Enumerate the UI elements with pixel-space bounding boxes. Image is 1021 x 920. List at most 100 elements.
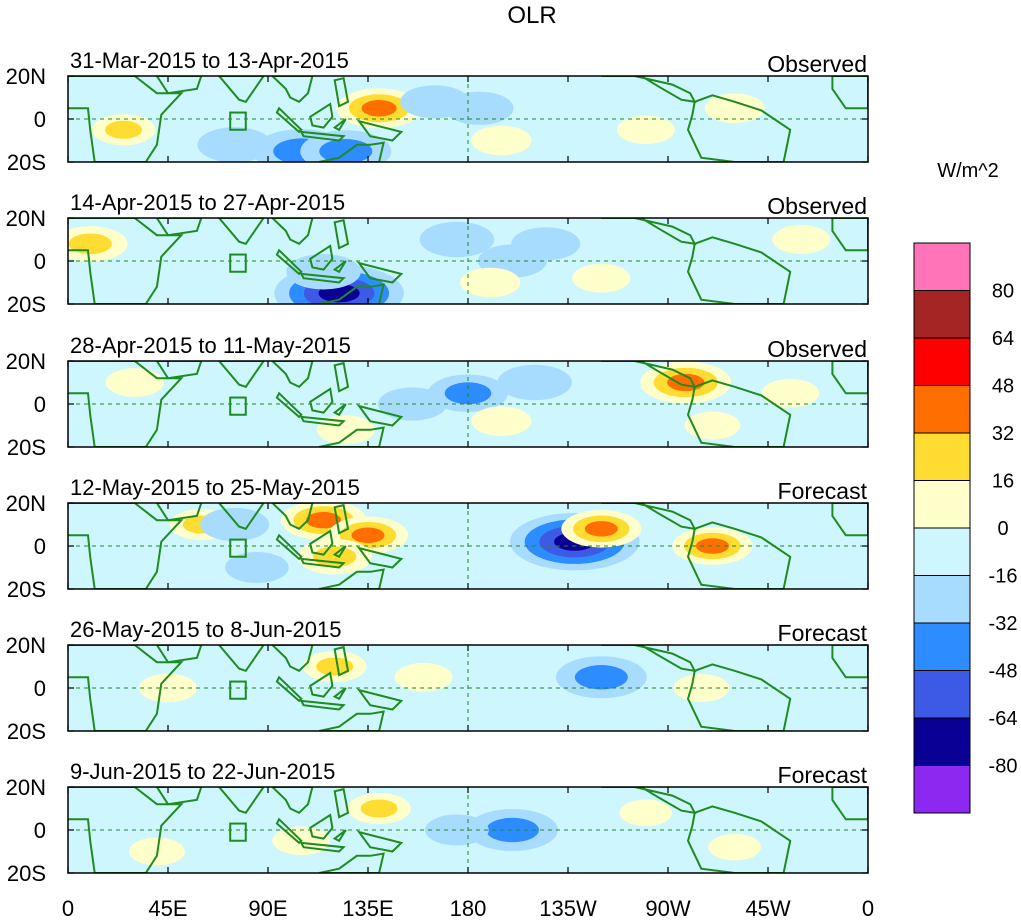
coastline: [333, 645, 350, 677]
anomaly-contour: [772, 225, 831, 254]
colorbar-swatch: [913, 622, 971, 671]
coastline: [155, 503, 203, 522]
coastline: [275, 391, 303, 419]
colorbar-tick-label: -16: [989, 566, 1018, 588]
coastline: [217, 76, 265, 103]
coastline: [831, 218, 868, 252]
coastline: [299, 415, 346, 427]
y-tick-label: 20S: [7, 150, 46, 175]
coastline: [217, 361, 265, 388]
y-tick-label: 0: [34, 818, 46, 843]
colorbar-tick-label: -32: [989, 613, 1018, 635]
anomaly-contour: [460, 267, 521, 298]
coastline: [270, 503, 314, 531]
colorbar-swatch: [913, 717, 971, 766]
coastline: [275, 817, 303, 845]
coastline: [68, 503, 184, 589]
coastline: [309, 387, 334, 414]
colorbar-swatch: [913, 480, 971, 529]
coastline: [270, 218, 314, 246]
coastline: [318, 141, 385, 162]
y-tick-label: 20S: [7, 577, 46, 602]
coastline: [356, 546, 404, 569]
y-tick-label: 20N: [6, 491, 46, 516]
panel-kind-label: Forecast: [778, 620, 868, 646]
anomaly-contour: [351, 527, 385, 543]
coastline: [332, 260, 347, 274]
x-tick-label: 90W: [645, 896, 690, 920]
panel-kind-label: Observed: [767, 193, 867, 219]
coastline: [332, 687, 347, 701]
coastline: [68, 218, 184, 304]
coastline: [217, 218, 265, 245]
anomaly-contour: [200, 507, 270, 542]
x-tick-label: 90E: [248, 896, 287, 920]
coastline: [831, 361, 868, 395]
coastline: [831, 645, 868, 679]
colorbar-swatch: [913, 242, 971, 291]
coastline: [831, 787, 868, 821]
anomaly-contour: [471, 406, 532, 437]
panel-field: [68, 787, 868, 873]
region-box: [229, 396, 247, 416]
anomaly-contour: [485, 817, 539, 843]
coastline: [333, 503, 350, 535]
y-tick-label: 20S: [7, 292, 46, 317]
coastline: [155, 218, 203, 237]
panel-5: 20N 0 20S 26-May-2015 to 8-Jun-2015 Forecast: [6, 617, 869, 744]
anomaly-contour: [68, 233, 112, 255]
x-tick-label: 135W: [539, 896, 597, 920]
coastline: [333, 218, 350, 250]
anomaly-contour: [316, 657, 354, 676]
anomaly-contour: [419, 221, 495, 258]
panel-2: 20N 0 20S 14-Apr-2015 to 27-Apr-2015 Observe…: [6, 190, 869, 317]
continents: [68, 645, 868, 731]
coastline: [686, 805, 792, 873]
coastline: [270, 787, 314, 815]
colorbar-tick-label: 80: [992, 281, 1014, 303]
y-tick-label: 20S: [7, 435, 46, 460]
anomaly-contour: [444, 91, 514, 125]
panel-1: 20N 0 20S 31-Mar-2015 to 13-Apr-2015 Observe…: [6, 48, 869, 175]
region-box: [229, 822, 247, 842]
anomaly-contour: [105, 368, 164, 397]
coastline: [686, 94, 792, 162]
coastline: [155, 645, 203, 664]
continents: [68, 218, 868, 304]
colorbar-tick-label: -80: [989, 756, 1018, 778]
anomaly-contour: [105, 120, 143, 139]
coastline: [68, 361, 184, 447]
colorbar-swatch: [913, 337, 971, 386]
coastline: [333, 76, 350, 108]
x-tick-label: 0: [862, 896, 874, 920]
coastline: [275, 675, 303, 703]
colorbar-swatch: [913, 290, 971, 339]
continents: [68, 787, 868, 873]
coastline: [270, 645, 314, 673]
colorbar-swatch: [913, 432, 971, 481]
coastline: [686, 379, 792, 447]
anomaly-contour: [616, 115, 675, 145]
panel-field: [68, 645, 868, 731]
anomaly-contour: [704, 93, 765, 124]
y-tick-label: 20N: [6, 64, 46, 89]
region-box: [229, 111, 247, 131]
x-tick-label: 180: [450, 896, 487, 920]
colorbar-units: W/m^2: [937, 160, 999, 182]
panel-4: 20N 0 20S 12-May-2015 to 25-May-2015 Forecas…: [6, 475, 869, 602]
panel-period-label: 26-May-2015 to 8-Jun-2015: [70, 617, 342, 642]
x-tick-label: 45W: [745, 896, 790, 920]
y-tick-label: 20N: [6, 633, 46, 658]
coastline: [299, 557, 346, 569]
coastline: [686, 521, 792, 589]
coastline: [68, 787, 184, 873]
continents: [68, 503, 868, 589]
coastline: [686, 663, 792, 731]
panel-field: [68, 76, 868, 162]
y-tick-label: 20S: [7, 719, 46, 744]
panel-field: [68, 503, 868, 589]
coastline: [332, 118, 347, 132]
coastline: [299, 130, 346, 142]
coastline: [318, 852, 385, 873]
coastline: [299, 272, 346, 284]
